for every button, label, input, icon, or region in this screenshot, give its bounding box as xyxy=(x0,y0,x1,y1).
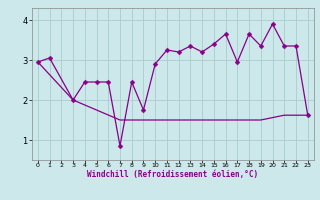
X-axis label: Windchill (Refroidissement éolien,°C): Windchill (Refroidissement éolien,°C) xyxy=(87,170,258,179)
